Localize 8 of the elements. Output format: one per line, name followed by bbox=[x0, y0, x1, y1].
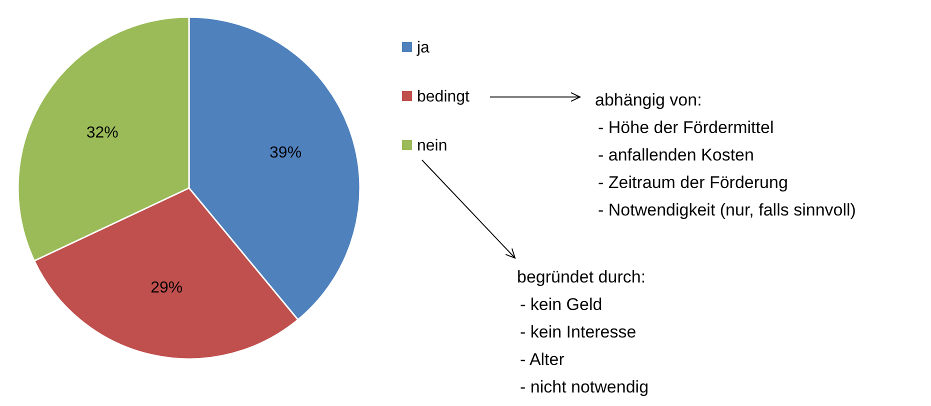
legend-label: bedingt bbox=[417, 88, 470, 106]
text: abhängig von: - Höhe der Fördermittel - anfallenden Kosten - Zeitraum der Förderung - Notwendigkeit (nur, falls sinnvoll) bbox=[595, 90, 856, 220]
legend-label: nein bbox=[417, 138, 448, 154]
legend-label: ja bbox=[416, 40, 430, 56]
data-label: 32% bbox=[86, 124, 118, 142]
data-label: 29% bbox=[150, 280, 183, 297]
data-label: 39% bbox=[270, 144, 302, 162]
text: begründet durch: - kein Geld - kein Interesse - Alter - nicht notwendig bbox=[517, 268, 649, 396]
